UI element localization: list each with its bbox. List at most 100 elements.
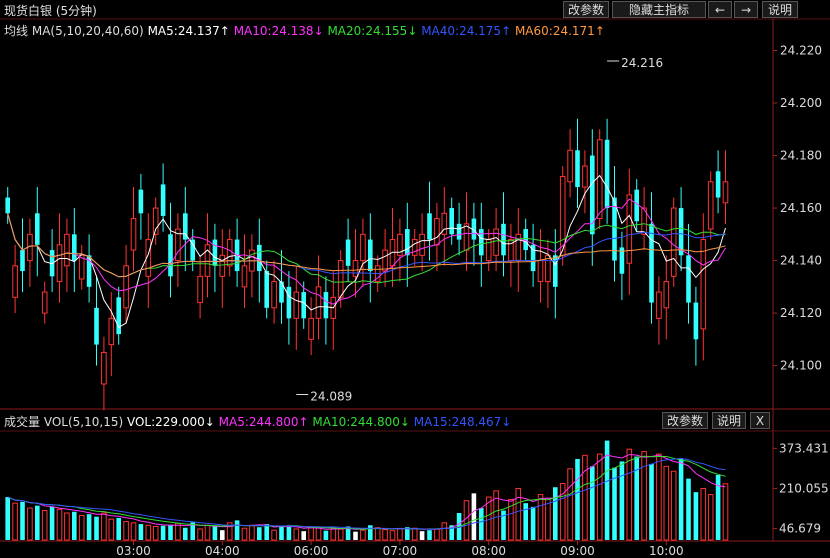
- candle-body-down: [612, 197, 617, 261]
- candle-body-down: [523, 229, 528, 251]
- volume-bar: [20, 501, 25, 540]
- ma-line-ma20: [7, 213, 726, 284]
- volume-bar: [123, 521, 129, 541]
- candle-body-up: [537, 260, 544, 283]
- volume-bar: [449, 525, 454, 540]
- volume-bar: [722, 483, 729, 541]
- volume-bar: [78, 514, 85, 541]
- candle-body-up: [641, 207, 647, 235]
- volume-ma-lines: [7, 454, 726, 530]
- volume-bar: [64, 512, 70, 541]
- ma-line-ma60: [7, 213, 726, 278]
- volume-bar: [530, 506, 536, 540]
- candle-body-down: [604, 139, 610, 209]
- volume-bar: [108, 518, 115, 541]
- vol-ma15-value: MA15:248.467↓: [413, 415, 512, 429]
- vol-ma10-value: MA10:244.800↓: [312, 415, 410, 429]
- volume-bar: [212, 526, 218, 540]
- volume-bar: [590, 466, 595, 540]
- volume-tick-label: 373.431: [779, 441, 829, 455]
- candle-body-up: [596, 139, 603, 220]
- candle-body-up: [382, 249, 388, 272]
- candle-body-up: [360, 233, 366, 262]
- vol-explain-button[interactable]: 说明: [712, 412, 746, 429]
- candle-body-down: [264, 271, 269, 308]
- candle-body-down: [5, 197, 10, 214]
- volume-bar: [183, 527, 188, 540]
- vol-change-params-button[interactable]: 改参数: [662, 412, 708, 429]
- price-tick-label: 24.200: [780, 96, 822, 110]
- candle-body-down: [323, 292, 329, 319]
- candle-body-up: [204, 244, 211, 277]
- candle-body-up: [441, 212, 448, 235]
- volume-bar: [575, 459, 580, 540]
- time-tick-label: 10:00: [649, 544, 684, 558]
- vol-legend-label: 成交量: [4, 415, 41, 429]
- candle-body-down: [279, 281, 284, 303]
- candle-body-up: [567, 149, 573, 183]
- volume-bar: [27, 507, 33, 541]
- candle-body-up: [101, 351, 107, 385]
- volume-bar: [301, 531, 306, 540]
- candle-body-down: [479, 229, 484, 256]
- volume-bar: [94, 516, 99, 540]
- candle-body-up: [145, 239, 152, 277]
- candle-body-up: [656, 291, 662, 319]
- volume-bar: [663, 465, 670, 541]
- volume-bar: [559, 483, 566, 541]
- candle-body-down: [168, 234, 173, 277]
- scroll-left-button[interactable]: ←: [708, 1, 732, 18]
- volume-bar: [374, 527, 381, 541]
- volume-bar: [523, 503, 528, 540]
- volume-bar: [204, 524, 211, 541]
- change-params-button[interactable]: 改参数: [563, 1, 609, 18]
- candle-body-up: [197, 275, 203, 304]
- grid: [0, 18, 830, 542]
- ma-line-ma10: [7, 198, 726, 305]
- volume-bar: [441, 522, 448, 541]
- volume-bar: [264, 524, 269, 540]
- time-tick-label: 03:00: [116, 544, 151, 558]
- time-tick-label: 07:00: [383, 544, 418, 558]
- volume-bar: [160, 525, 166, 540]
- volume-bar: [360, 529, 366, 541]
- volume-bar: [101, 512, 107, 541]
- explain-button[interactable]: 说明: [762, 1, 798, 18]
- volume-bar: [389, 530, 396, 541]
- candle-body-up: [337, 260, 344, 298]
- hide-indicator-button[interactable]: 隐藏主指标: [612, 1, 706, 18]
- candle-body-up: [397, 233, 403, 256]
- candle-body-down: [471, 218, 477, 240]
- candle-body-down: [405, 229, 410, 256]
- candle-body-up: [670, 207, 677, 277]
- ma-lines: [7, 174, 726, 329]
- volume-bar: [249, 524, 255, 541]
- volume-bar: [670, 470, 677, 541]
- candle-body-down: [590, 155, 595, 235]
- scroll-right-button[interactable]: →: [734, 1, 758, 18]
- price-axis: 24.220 24.200 24.180 24.160 24.140 24.120 24.1…: [773, 44, 822, 373]
- ma-legend-label: 均线: [4, 24, 29, 38]
- ma60-value: MA60:24.171↑: [514, 24, 605, 38]
- volume-bar: [382, 529, 388, 541]
- vol-close-button[interactable]: X: [750, 412, 770, 429]
- candle-body-down: [72, 234, 77, 261]
- volume-bar: [5, 497, 10, 540]
- volume-bar: [582, 454, 588, 541]
- candle-body-up: [56, 244, 63, 283]
- volume-bar: [197, 528, 203, 541]
- volume-bar: [501, 510, 506, 540]
- candle-body-down: [456, 223, 462, 240]
- volume-bar: [604, 440, 610, 540]
- candle-body-up: [707, 181, 714, 230]
- candle-body-up: [411, 239, 418, 256]
- candle-body-up: [78, 254, 85, 280]
- candle-body-down: [35, 213, 40, 245]
- time-tick-label: 08:00: [471, 544, 506, 558]
- volume-bar: [397, 528, 403, 541]
- price-tick-label: 24.180: [780, 149, 822, 163]
- annotation-label: 24.216: [621, 56, 663, 70]
- candle-body-up: [434, 218, 440, 246]
- candle-body-up: [293, 291, 300, 319]
